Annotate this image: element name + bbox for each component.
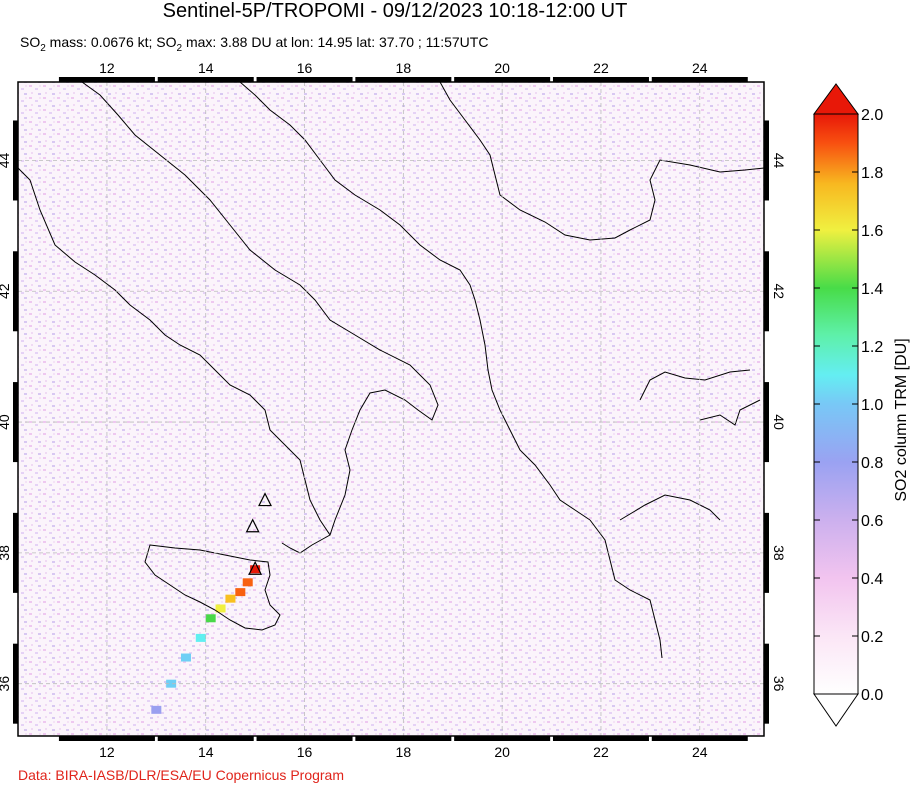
frame-tick-right (764, 382, 769, 463)
adriatic-coast-italy (81, 82, 439, 536)
frame-tick-top (58, 77, 155, 82)
frame-tick-right (764, 512, 769, 593)
volcano-layer (245, 492, 272, 575)
frame-tick-left (13, 251, 18, 332)
y-tick-label-right: 36 (771, 676, 787, 692)
plume-pixel (195, 633, 206, 642)
frame-tick-right (764, 251, 769, 332)
x-tick-label-top: 16 (297, 60, 313, 76)
frame-tick-left (13, 643, 18, 724)
frame-tick-left (13, 512, 18, 593)
y-tick-label-left: 38 (0, 545, 12, 561)
plume-pixel (166, 679, 177, 688)
y-tick-label-right: 38 (771, 545, 787, 561)
y-tick-label-right: 40 (771, 414, 787, 430)
frame-tick-bottom (157, 736, 254, 741)
chart-title: Sentinel-5P/TROPOMI - 09/12/2023 10:18-1… (162, 0, 628, 22)
frame-tick-bottom (552, 736, 649, 741)
colorbar-min-arrow (813, 693, 859, 727)
frame-tick-top (454, 77, 551, 82)
x-tick-label-bottom: 22 (593, 744, 609, 760)
volcano-marker (258, 492, 272, 507)
y-tick-label-right: 44 (771, 153, 787, 169)
volcano-marker (245, 518, 260, 533)
plume-pixel (235, 588, 246, 597)
plume-pixel (225, 594, 236, 603)
y-tick-label-left: 44 (0, 152, 12, 168)
x-tick-label-top: 12 (99, 60, 115, 76)
colorbar-tick-label: 1.4 (861, 281, 883, 298)
colorbar-tick-label: 0.4 (861, 571, 883, 588)
balkan-interior-coast (439, 82, 764, 241)
colorbar-tick-label: 1.6 (861, 223, 883, 240)
so2-field (18, 82, 764, 736)
frame-tick-right (764, 120, 769, 201)
plume-pixel (242, 578, 253, 587)
data-credit: Data: BIRA-IASB/DLR/ESA/EU Copernicus Pr… (18, 767, 345, 783)
chart-subtitle: SO2 mass: 0.0676 kt; SO2 max: 3.88 DU at… (20, 34, 489, 54)
x-tick-label-top: 14 (198, 60, 214, 76)
frame-tick-top (157, 77, 254, 82)
volcano-marker (248, 560, 263, 575)
frame-tick-right (764, 643, 769, 724)
italy-coastline (18, 167, 331, 554)
frame-tick-bottom (58, 736, 155, 741)
frame-tick-bottom (651, 736, 748, 741)
frame-ticks (13, 77, 769, 741)
axis-labels: 12 12 14 14 16 16 18 18 20 20 22 22 24 24 36 36 38 38 40 40… (0, 60, 787, 760)
x-tick-label-bottom: 18 (396, 744, 412, 760)
colorbar-tick-label: 0.2 (861, 629, 883, 646)
balkan-coastline (239, 82, 591, 521)
colorbar-ticks: 0.0 0.2 0.4 0.6 0.8 1.0 1.2 1.4 1.6 1.8 2.0 (814, 107, 883, 704)
y-tick-label-left: 40 (0, 414, 12, 430)
frame-tick-top (552, 77, 649, 82)
map-area (13, 77, 769, 741)
greece-coastline (589, 369, 761, 659)
sicily-coastline (144, 544, 281, 631)
colorbar-tick-label: 0.0 (861, 687, 883, 704)
coastlines (18, 82, 764, 659)
gridlines (18, 82, 764, 736)
plume-pixel (205, 614, 216, 623)
x-tick-label-top: 20 (494, 60, 510, 76)
plume-pixel (151, 705, 162, 714)
frame-tick-top (355, 77, 452, 82)
y-tick-label-right: 42 (771, 283, 787, 299)
x-tick-label-bottom: 14 (198, 744, 214, 760)
frame-tick-left (13, 120, 18, 201)
colorbar-max-arrow (813, 83, 859, 115)
plume-pixel (215, 604, 226, 613)
x-tick-label-top: 24 (692, 60, 708, 76)
frame-tick-left (13, 382, 18, 463)
x-tick-label-bottom: 24 (692, 744, 708, 760)
x-tick-label-bottom: 20 (494, 744, 510, 760)
frame-tick-top (256, 77, 353, 82)
colorbar-gradient (813, 113, 859, 695)
frame-tick-bottom (355, 736, 452, 741)
colorbar-tick-label: 1.2 (861, 339, 883, 356)
x-tick-label-top: 22 (593, 60, 609, 76)
colorbar-tick-label: 2.0 (861, 107, 883, 124)
x-tick-label-top: 18 (396, 60, 412, 76)
y-tick-label-left: 36 (0, 676, 12, 692)
frame-tick-bottom (454, 736, 551, 741)
colorbar-tick-label: 1.0 (861, 397, 883, 414)
colorbar: 0.0 0.2 0.4 0.6 0.8 1.0 1.2 1.4 1.6 1.8 2.0 SO2 co… (813, 83, 910, 727)
plume-pixel (250, 565, 261, 574)
colorbar-label: SO2 column TRM [DU] (893, 338, 910, 501)
x-tick-label-bottom: 16 (297, 744, 313, 760)
y-tick-label-left: 42 (0, 283, 12, 299)
plume-layer (151, 565, 261, 714)
plume-pixel (180, 653, 191, 662)
colorbar-tick-label: 1.8 (861, 165, 883, 182)
colorbar-tick-label: 0.6 (861, 513, 883, 530)
colorbar-tick-label: 0.8 (861, 455, 883, 472)
frame-tick-top (651, 77, 748, 82)
x-tick-label-bottom: 12 (99, 744, 115, 760)
frame-tick-bottom (256, 736, 353, 741)
